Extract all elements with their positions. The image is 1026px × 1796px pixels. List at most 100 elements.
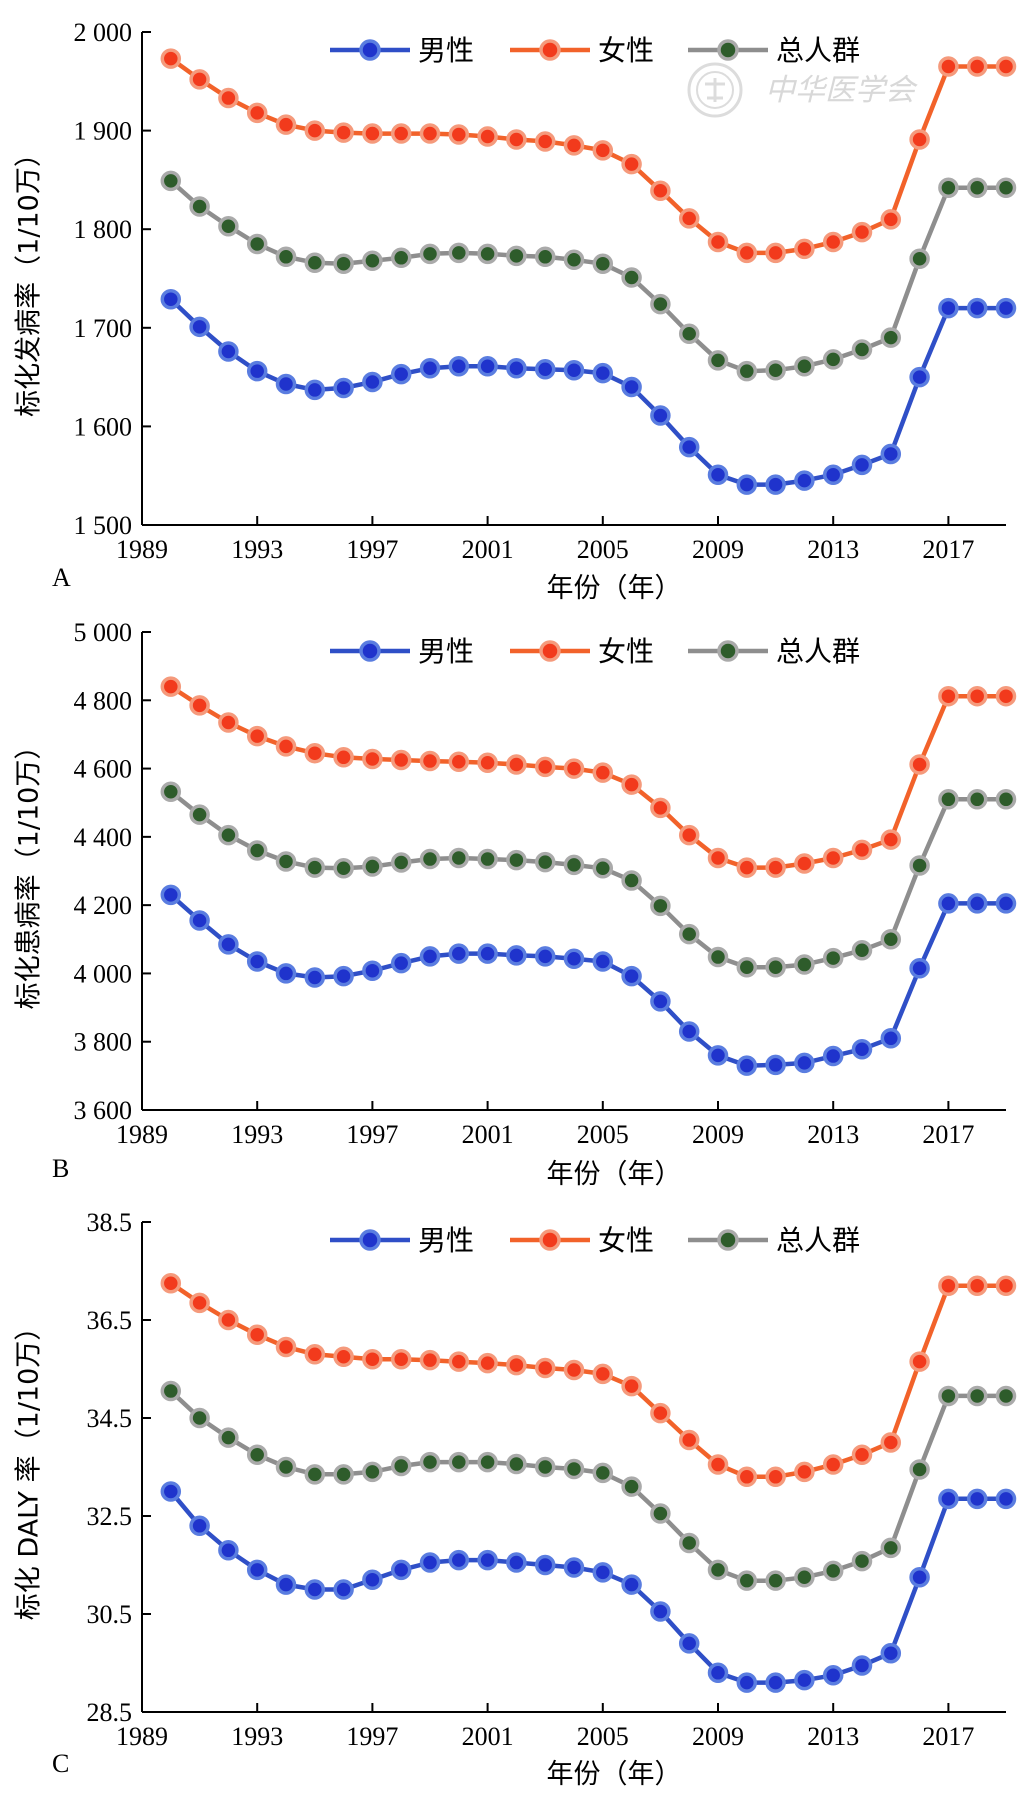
- data-point: [822, 1454, 844, 1475]
- data-point: [880, 327, 902, 348]
- data-point: [938, 297, 959, 319]
- data-point: [707, 1559, 729, 1581]
- legend-label: 男性: [418, 635, 474, 668]
- data-point: [448, 1549, 470, 1571]
- data-point: [304, 967, 326, 988]
- data-point: [938, 177, 959, 199]
- legend-marker: [359, 640, 381, 662]
- data-point: [304, 120, 326, 141]
- data-point: [419, 750, 441, 772]
- data-point: [592, 1462, 614, 1484]
- data-point: [448, 242, 470, 264]
- data-point: [477, 1549, 498, 1571]
- data-point: [736, 242, 758, 264]
- data-point: [736, 1672, 758, 1693]
- data-point: [534, 756, 556, 778]
- data-point: [736, 857, 758, 878]
- data-point: [160, 676, 182, 697]
- data-point: [909, 129, 930, 150]
- data-point: [563, 135, 585, 156]
- data-point: [621, 1574, 642, 1595]
- legend-label: 女性: [598, 34, 654, 67]
- data-point: [765, 474, 786, 495]
- y-tick-label: 32.5: [87, 1502, 133, 1531]
- data-point: [995, 685, 1017, 707]
- data-point: [333, 965, 354, 987]
- data-point: [304, 1464, 326, 1485]
- data-point: [390, 952, 412, 974]
- data-point: [189, 695, 210, 716]
- data-point: [333, 747, 354, 768]
- legend-marker: [539, 1229, 561, 1251]
- data-point: [794, 1567, 815, 1588]
- data-point: [419, 1451, 441, 1473]
- data-point: [275, 1456, 297, 1478]
- data-point: [448, 943, 470, 964]
- data-point: [160, 1380, 182, 1402]
- data-point: [563, 758, 585, 779]
- data-point: [189, 1407, 210, 1429]
- data-point: [189, 316, 210, 338]
- data-point: [621, 267, 642, 288]
- data-point: [477, 1451, 498, 1473]
- data-point: [678, 1021, 700, 1042]
- data-point: [621, 965, 642, 987]
- data-point: [362, 371, 383, 393]
- data-point: [909, 248, 930, 270]
- data-point: [592, 362, 614, 384]
- data-point: [909, 1459, 930, 1480]
- data-point: [880, 1028, 902, 1049]
- data-point: [707, 464, 729, 485]
- data-point: [880, 929, 902, 950]
- data-point: [362, 856, 383, 877]
- data-point: [160, 288, 182, 310]
- y-axis-title: 标化 DALY 率（1/10万）: [14, 1314, 45, 1621]
- y-tick-label: 4 400: [74, 823, 133, 852]
- data-point: [880, 1432, 902, 1453]
- data-point: [362, 250, 383, 272]
- data-point: [765, 1672, 786, 1693]
- data-point: [707, 847, 729, 869]
- data-point: [246, 1324, 268, 1345]
- data-point: [995, 1488, 1017, 1510]
- chart-panel-A: 1 500 1 600 1 700 1 800 1 900 2 000 1989 1993 19…: [14, 18, 1017, 604]
- data-point: [506, 1453, 527, 1475]
- data-point: [995, 177, 1017, 199]
- chart-panel-C: 28.5 30.5 32.5 34.5 36.5 38.5 1989 1993 1997 2001…: [14, 1208, 1017, 1790]
- data-point: [390, 852, 412, 873]
- data-point: [794, 1461, 815, 1483]
- legend-marker: [359, 39, 381, 61]
- y-axis-title: 标化患病率（1/10万）: [14, 733, 45, 1010]
- data-point: [822, 1045, 844, 1067]
- data-point: [534, 1554, 556, 1576]
- data-point: [592, 140, 614, 161]
- data-point: [678, 436, 700, 458]
- data-point: [966, 1385, 988, 1407]
- data-point: [362, 123, 383, 144]
- y-tick-label: 1 500: [74, 511, 133, 540]
- data-point: [477, 943, 498, 964]
- data-point: [304, 1344, 326, 1365]
- data-point: [938, 789, 959, 810]
- data-point: [765, 1466, 786, 1488]
- x-axis-title: 年份（年）: [547, 1759, 682, 1790]
- data-point: [419, 848, 441, 870]
- data-point: [621, 1375, 642, 1397]
- y-tick-label: 5 000: [74, 618, 133, 647]
- x-tick-label: 2001: [462, 1120, 514, 1149]
- legend-marker: [717, 1229, 739, 1251]
- data-point: [909, 958, 930, 979]
- data-point: [390, 1348, 412, 1370]
- data-point: [592, 951, 614, 972]
- data-point: [966, 56, 988, 77]
- data-point: [995, 893, 1017, 914]
- y-tick-label: 30.5: [87, 1600, 133, 1629]
- data-point: [736, 1055, 758, 1076]
- data-point: [534, 946, 556, 967]
- x-tick-label: 1993: [231, 535, 283, 564]
- x-tick-label: 2005: [577, 1120, 629, 1149]
- data-point: [765, 1570, 786, 1591]
- data-point: [246, 102, 268, 124]
- data-point: [880, 209, 902, 230]
